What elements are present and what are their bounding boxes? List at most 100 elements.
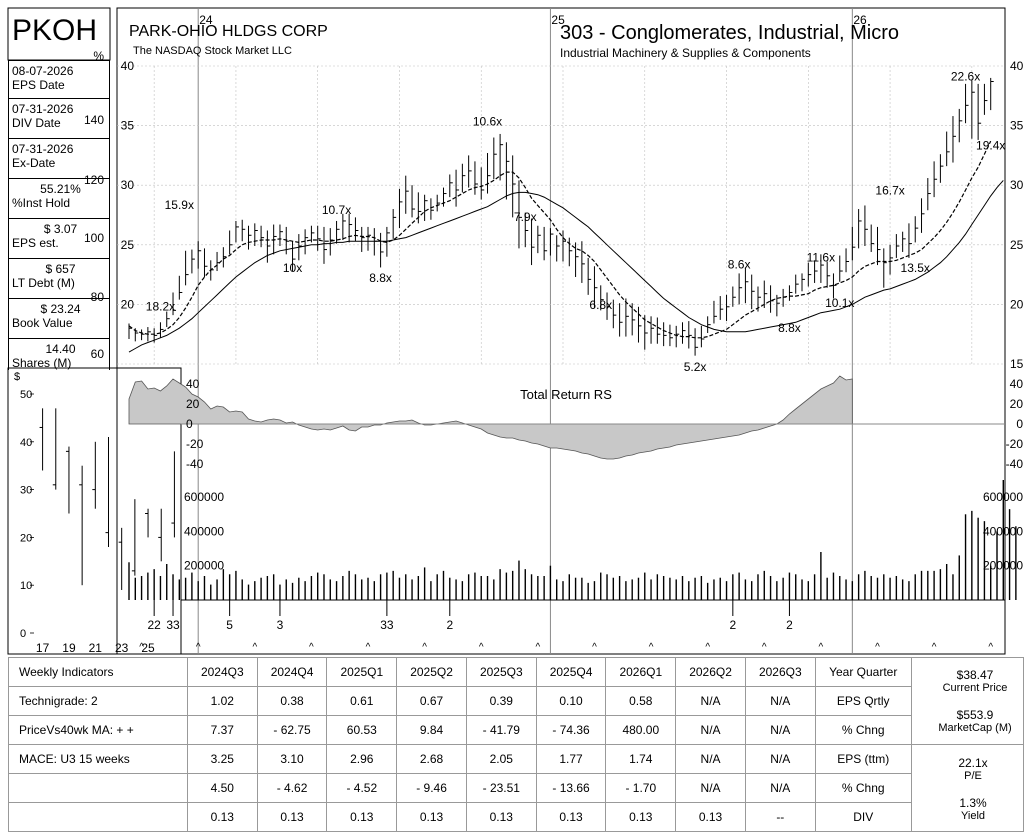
main-chart-frame xyxy=(116,7,1006,655)
summary-cell xyxy=(910,715,1025,745)
sidebar-item: 14.40 Shares (M) xyxy=(8,338,110,370)
table-header-cell: Year Quarter xyxy=(814,657,912,687)
pe-annotation: 5.2x xyxy=(684,360,707,374)
event-marker-label: 33 xyxy=(166,618,180,632)
sidebar-item-value: $ 23.24 xyxy=(40,302,81,316)
event-marker-label: 2 xyxy=(786,618,793,632)
table-cell: 0.13 xyxy=(535,802,607,832)
table-row: MACE: U3 15 weeks 3.25 3.10 2.96 2.68 2.… xyxy=(8,744,1025,774)
price-tick-label: 25 xyxy=(1010,238,1024,252)
current-price-label: Current Price xyxy=(942,682,1008,694)
table-cell: 0.13 xyxy=(465,802,537,832)
rs-tick-label-right: -20 xyxy=(1006,437,1024,451)
table-cell: 0.13 xyxy=(186,802,258,832)
table-cell: - 4.62 xyxy=(256,773,328,803)
sidebar-item: 07-31-2026 Ex-Date xyxy=(8,138,110,178)
table-header-cell: 2024Q4 xyxy=(256,657,328,687)
event-marker-label: 22 xyxy=(147,618,161,632)
industry-subgroup: Industrial Machinery & Supplies & Compon… xyxy=(560,46,811,60)
table-cell: EPS (ttm) xyxy=(814,744,912,774)
table-cell: -- xyxy=(744,802,816,832)
sidebar-item: 07-31-2026 DIV Date xyxy=(8,98,110,138)
pe-annotation: 18.2x xyxy=(146,299,175,313)
volume-tick-label-left: 600000 xyxy=(184,490,224,504)
table-cell: N/A xyxy=(675,773,746,803)
sidebar-item-label: Book Value xyxy=(12,316,73,330)
table-cell: N/A xyxy=(675,744,746,774)
table-cell: 60.53 xyxy=(326,715,398,745)
annual-tick-label: 10 xyxy=(20,580,32,592)
dividend-yield: 1.3% Yield xyxy=(928,796,1018,822)
sidebar-item: 08-07-2026 EPS Date xyxy=(8,60,110,98)
bottom-caret: ^ xyxy=(252,642,257,653)
annual-year-label: 23 xyxy=(115,641,129,655)
table-row: 0.13 0.13 0.13 0.13 0.13 0.13 0.13 0.13 … xyxy=(8,802,1025,832)
summary-cell xyxy=(910,657,1025,687)
pe-annotation: 16.7x xyxy=(875,184,904,198)
row-label: PriceVs40wk MA: + + xyxy=(8,715,188,745)
rs-tick-label-left: 0 xyxy=(186,417,193,431)
table-cell: 0.58 xyxy=(605,686,677,716)
table-cell: N/A xyxy=(744,715,816,745)
sidebar-item: $ 3.07 EPS est. xyxy=(8,218,110,258)
volume-tick-label-right: 400000 xyxy=(983,524,1023,538)
table-header-cell: 2026Q2 xyxy=(675,657,746,687)
table-cell: 0.67 xyxy=(396,686,467,716)
percent-tick-label: % xyxy=(93,49,104,63)
annual-tick-label: 30 xyxy=(20,485,32,497)
table-cell: - 62.75 xyxy=(256,715,328,745)
sidebar-item-value: 07-31-2026 xyxy=(12,102,74,116)
rs-tick-label-left: -20 xyxy=(186,437,204,451)
event-marker-label: 5 xyxy=(226,618,233,632)
percent-tick-label: 120 xyxy=(84,173,104,187)
volume-tick-label-left: 200000 xyxy=(184,559,224,573)
dividend-yield-value: 1.3% xyxy=(959,796,987,810)
bottom-caret: ^ xyxy=(762,642,767,653)
annual-tick-label: 20 xyxy=(20,532,32,544)
row-label: Technigrade: 2 xyxy=(8,686,188,716)
price-tick-label: 20 xyxy=(1010,297,1024,311)
price-tick-label-left: 25 xyxy=(121,238,135,252)
percent-tick-label: 100 xyxy=(84,231,104,245)
table-row: Weekly Indicators 2024Q3 2024Q4 2025Q1 2… xyxy=(8,657,1025,687)
pe-annotation: 8.6x xyxy=(728,258,751,272)
bottom-caret: ^ xyxy=(479,642,484,653)
rs-tick-label-left: -40 xyxy=(186,457,204,471)
table-cell: - 74.36 xyxy=(535,715,607,745)
table-cell: 4.50 xyxy=(186,773,258,803)
pe-annotation: 19.4x xyxy=(976,138,1005,152)
sidebar-item-label: LT Debt (M) xyxy=(12,276,75,290)
pe-ratio: 22.1x P/E xyxy=(928,756,1018,782)
rs-tick-label-left: 40 xyxy=(186,377,200,391)
rs-area xyxy=(128,375,853,460)
pe-annotation: 13.5x xyxy=(901,261,930,275)
ma40-line xyxy=(128,180,1004,353)
volume-tick-label-left: 400000 xyxy=(184,524,224,538)
bottom-caret: ^ xyxy=(592,642,597,653)
percent-tick-label: 140 xyxy=(84,113,104,127)
table-header-cell: 2025Q3 xyxy=(465,657,537,687)
sidebar-item: $ 23.24 Book Value xyxy=(8,298,110,338)
bottom-caret: ^ xyxy=(309,642,314,653)
table-cell: - 23.51 xyxy=(465,773,537,803)
table-cell: 0.61 xyxy=(326,686,398,716)
summary-cell xyxy=(910,802,1025,832)
price-tick-label: 15 xyxy=(1010,357,1024,371)
table-header-cell: 2026Q3 xyxy=(744,657,816,687)
sidebar-item-label: EPS est. xyxy=(12,236,59,250)
pe-ratio-label: P/E xyxy=(964,770,982,782)
table-cell: 7.37 xyxy=(186,715,258,745)
table-header-cell: 2025Q4 xyxy=(535,657,607,687)
bottom-caret: ^ xyxy=(535,642,540,653)
event-marker-label: 2 xyxy=(729,618,736,632)
table-cell: 2.96 xyxy=(326,744,398,774)
rs-title: Total Return RS xyxy=(520,387,612,402)
ticker-symbol: PKOH xyxy=(12,14,98,47)
price-tick-label-left: 30 xyxy=(121,178,135,192)
pe-ratio-value: 22.1x xyxy=(958,756,988,770)
bottom-caret: ^ xyxy=(819,642,824,653)
current-price: $38.47 Current Price xyxy=(930,668,1020,694)
table-title: Weekly Indicators xyxy=(8,657,188,687)
summary-cell xyxy=(910,686,1025,716)
table-cell: % Chng xyxy=(814,773,912,803)
